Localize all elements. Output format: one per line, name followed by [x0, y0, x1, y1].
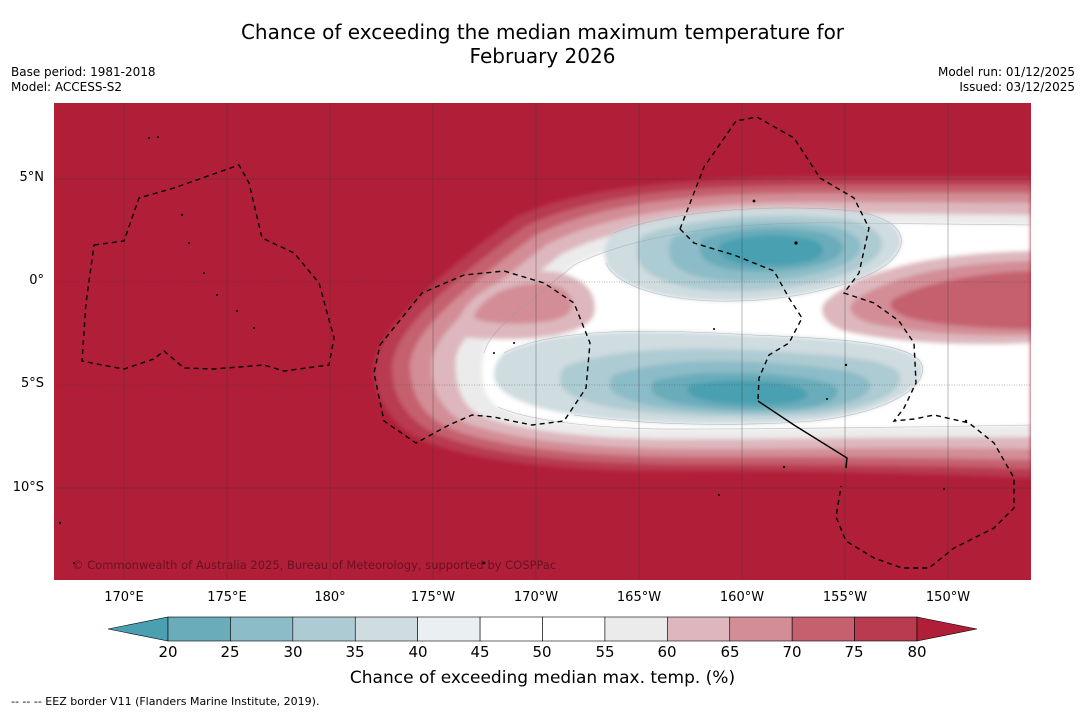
eez-tuvalu-region: [81, 164, 335, 372]
lat-label-10s: 10°S: [12, 480, 44, 495]
island: [157, 136, 159, 138]
model-name: Model: ACCESS-S2: [11, 80, 123, 94]
islands: [58, 136, 968, 565]
colorbar-tick: 30: [283, 643, 303, 661]
colorbar-title: Chance of exceeding median max. temp. (%…: [349, 668, 736, 688]
island: [148, 137, 150, 139]
colorbar-cell: [292, 616, 356, 642]
eez-legend: -- -- -- EEZ border V11 (Flanders Marine…: [11, 695, 320, 708]
colorbar-cell: [791, 616, 855, 642]
island: [203, 272, 205, 274]
meta-right: Model run: 01/12/2025 Issued: 03/12/2025: [938, 65, 1075, 95]
colorbar-cell: [167, 616, 231, 642]
south-cool-20: [687, 380, 807, 405]
colorbar-cell: [417, 616, 481, 642]
island: [943, 488, 945, 490]
eez-line-islands-west: [679, 228, 803, 402]
colorbar-tick: 80: [907, 643, 927, 661]
lon-label: 170°W: [513, 590, 559, 605]
colorbar-extend-high: [916, 616, 978, 642]
colorbar-cell: [542, 616, 606, 642]
lon-label: 175°W: [410, 590, 456, 605]
colorbar-cell: [667, 616, 731, 642]
colorbar-tick: 50: [532, 643, 552, 661]
eez-line-islands: [679, 116, 1015, 569]
island: [58, 521, 62, 525]
colorbar-cells: [108, 616, 978, 642]
lat-label-5n: 5°N: [19, 170, 45, 185]
lon-label: 170°E: [104, 590, 144, 605]
island: [713, 328, 715, 330]
eez-borders: [81, 116, 1015, 569]
lon-label: 155°W: [822, 590, 868, 605]
colorbar-tick: 40: [408, 643, 428, 661]
island: [794, 241, 798, 245]
title-line-2: February 2026: [469, 44, 616, 68]
colorbar: [108, 616, 978, 642]
island: [964, 419, 968, 423]
island: [826, 398, 828, 400]
island: [513, 342, 515, 344]
colorbar-cell: [729, 616, 793, 642]
eez-solid-line: [757, 400, 848, 469]
copyright-notice: © Commonwealth of Australia 2025, Bureau…: [72, 558, 557, 572]
island: [493, 352, 495, 354]
colorbar-tick: 70: [782, 643, 802, 661]
island: [188, 242, 190, 244]
island: [752, 199, 756, 203]
colorbar-tick: 20: [158, 643, 178, 661]
base-period: Base period: 1981-2018: [11, 65, 156, 79]
colorbar-cell: [854, 616, 918, 642]
east-warm-75: [890, 271, 1031, 329]
colorbar-tick: 65: [720, 643, 740, 661]
lon-label: 150°W: [925, 590, 971, 605]
island: [782, 465, 786, 469]
island: [180, 213, 184, 217]
contour-line: [503, 330, 923, 425]
island: [482, 561, 486, 565]
island: [236, 310, 238, 312]
lon-label: 180°: [314, 590, 346, 605]
island: [718, 494, 720, 496]
lat-label-equator: 0°: [29, 273, 44, 288]
island: [253, 327, 255, 329]
colorbar-tick: 25: [220, 643, 240, 661]
colorbar-cell: [354, 616, 418, 642]
model-run: Model run: 01/12/2025: [937, 65, 1075, 79]
island: [73, 562, 75, 564]
lon-label: 165°W: [616, 590, 662, 605]
probability-field: [373, 177, 1031, 478]
lon-label: 160°W: [719, 590, 765, 605]
title-line-1: Chance of exceeding the median maximum t…: [240, 20, 845, 44]
north-cool-20: [719, 234, 823, 266]
meta-left: Base period: 1981-2018 Model: ACCESS-S2: [11, 65, 156, 95]
issued-date: Issued: 03/12/2025: [959, 80, 1075, 94]
lat-label-5s: 5°S: [20, 376, 44, 391]
map-panel: © Commonwealth of Australia 2025, Bureau…: [54, 103, 1031, 580]
lon-label: 175°E: [207, 590, 247, 605]
map-canvas: [54, 103, 1031, 580]
contour-line: [483, 222, 1031, 354]
colorbar-tick: 55: [595, 643, 615, 661]
colorbar-extend-low: [108, 616, 169, 642]
west-warm-65: [474, 283, 572, 324]
colorbar-tick: 35: [345, 643, 365, 661]
eez-solid-segment: [757, 400, 848, 469]
colorbar-tick: 45: [470, 643, 490, 661]
eez-tokelau-phoenix: [373, 270, 591, 444]
colorbar-tick: 60: [657, 643, 677, 661]
colorbar-tick: 75: [844, 643, 864, 661]
contour-line: [497, 406, 1031, 430]
colorbar-cell: [479, 616, 543, 642]
map-title: Chance of exceeding the median maximum t…: [0, 20, 1085, 68]
island: [844, 363, 848, 367]
colorbar-cell: [604, 616, 668, 642]
island: [216, 294, 218, 296]
colorbar-cell: [230, 616, 294, 642]
